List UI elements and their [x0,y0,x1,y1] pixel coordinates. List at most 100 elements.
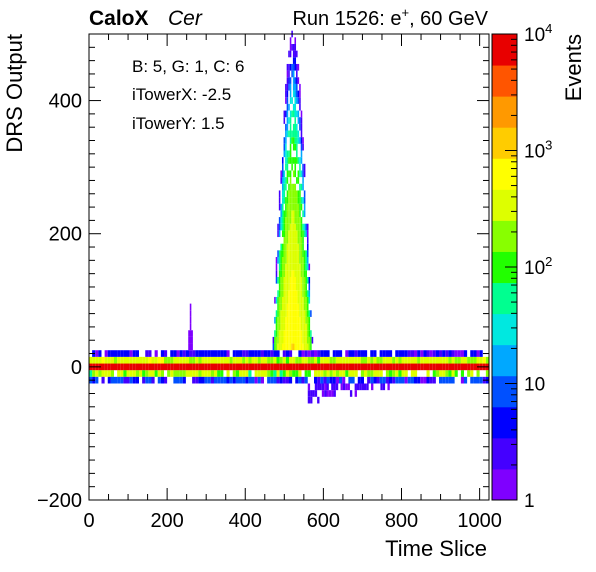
heatmap-pulse-cell [302,137,304,144]
heatmap-band-cell [385,376,389,384]
heatmap-band-cell [117,363,121,371]
heatmap-band-cell [395,350,399,357]
heatmap-band-cell [395,376,399,384]
heatmap-pulse-cell [288,63,290,71]
heatmap-band-cell [351,350,355,357]
heatmap-pulse-cell [288,270,290,277]
heatmap-pulse-cell [289,343,292,351]
palette-cell [492,173,517,190]
heatmap-undershoot-cell [310,396,313,404]
heatmap-pulse-cell [283,303,286,311]
heatmap-pulse-cell [292,336,295,344]
heatmap-band-cell [401,350,405,357]
heatmap-band-cell [267,370,271,377]
heatmap-pulse-cell [288,237,290,244]
heatmap-band-cell [198,370,202,377]
heatmap-pulse-cell [280,343,282,351]
heatmap-band-cell [379,356,383,364]
heatmap-pulse-cell [300,276,303,284]
heatmap-band-cell [289,350,293,357]
x-axis-label: Time Slice [385,536,487,561]
heatmap-pulse-cell [299,336,301,344]
heatmap-pulse-cell [291,203,293,211]
heatmap-band-cell [401,370,405,377]
heatmap-pulse-cell [303,210,306,218]
heatmap-band-cell [185,350,189,357]
heatmap-band-cell [382,356,386,364]
heatmap-pulse-cell [299,90,301,98]
heatmap-band-cell [301,356,305,364]
heatmap-pulse-cell [288,263,290,271]
heatmap-band-cell [392,376,396,384]
heatmap-pulse-cell [303,316,306,324]
heatmap-band-cell [273,350,277,357]
heatmap-band-cell [279,376,283,384]
heatmap-pulse-cell [305,343,307,351]
heatmap-band-cell [95,350,99,357]
heatmap-pulse-cell [296,270,298,277]
heatmap-pulse-cell [291,243,293,251]
heatmap-pulse-cell [286,290,289,297]
heatmap-pulse-cell [292,57,295,64]
heatmap-pulse-cell [300,110,303,118]
heatmap-band-cell [439,363,443,371]
heatmap-spike-cell [189,303,192,311]
heatmap-pulse-cell [306,316,309,324]
heatmap-pulse-cell [299,163,301,171]
heatmap-band-cell [429,363,433,371]
heatmap-pulse-cell [289,217,292,224]
heatmap-band-cell [254,356,258,364]
heatmap-band-cell [382,376,386,384]
heatmap-pulse-cell [292,110,295,118]
heatmap-pulse-cell [272,343,275,351]
heatmap-pulse-cell [277,303,279,311]
palette-cell [492,453,517,470]
heatmap-band-cell [282,363,286,371]
heatmap-pulse-cell [297,210,300,218]
heatmap-pulse-cell [291,70,293,78]
heatmap-band-cell [367,370,371,377]
heatmap-pulse-cell [283,323,286,331]
heatmap-pulse-cell [296,203,298,211]
heatmap-band-cell [426,363,430,371]
x-tick-label: 200 [150,510,183,532]
heatmap-band-cell [426,350,430,357]
heatmap-band-cell [476,350,480,357]
heatmap-band-cell [473,376,477,384]
heatmap-pulse-cell [289,123,292,131]
heatmap-undershoot-cell [317,383,320,391]
heatmap-pulse-cell [285,270,287,277]
heatmap-cells [89,30,489,404]
heatmap-pulse-cell [302,336,304,344]
palette-cell [492,484,517,501]
heatmap-undershoot-cell [333,390,336,397]
heatmap-pulse-cell [278,303,281,311]
y-axis: −200 0 200 400 [37,33,489,512]
heatmap-pulse-cell [285,177,287,184]
z-axis: 1 10 102 103 104 [505,21,552,512]
heatmap-pulse-cell [292,143,295,151]
heatmap-band-cell [298,356,302,364]
heatmap-band-cell [210,376,214,384]
heatmap-band-cell [460,376,464,384]
heatmap-band-cell [276,370,280,377]
heatmap-pulse-cell [285,90,287,98]
heatmap-pulse-cell [288,157,290,164]
heatmap-band-cell [173,376,177,384]
heatmap-band-cell [479,376,483,384]
heatmap-undershoot-cell [345,383,348,391]
heatmap-pulse-cell [280,223,282,231]
heatmap-band-cell [482,356,486,364]
heatmap-band-cell [145,376,149,384]
heatmap-pulse-cell [308,296,311,304]
heatmap-band-cell [110,356,114,364]
heatmap-band-cell [314,370,318,377]
heatmap-band-cell [445,370,449,377]
heatmap-pulse-cell [288,257,290,264]
heatmap-pulse-cell [286,263,289,271]
heatmap-band-cell [432,376,436,384]
heatmap-pulse-cell [289,183,292,191]
heatmap-pulse-cell [283,137,286,144]
heatmap-pulse-cell [294,237,297,244]
heatmap-pulse-cell [286,296,289,304]
